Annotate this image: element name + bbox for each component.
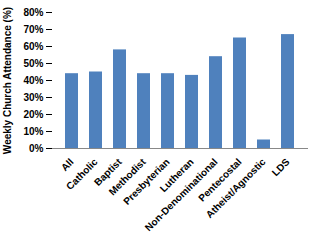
svg-text:Baptist: Baptist: [91, 156, 124, 188]
svg-text:70%: 70%: [23, 24, 43, 35]
svg-text:30%: 30%: [23, 92, 43, 103]
svg-text:80%: 80%: [23, 7, 43, 18]
svg-text:LDS: LDS: [270, 156, 292, 178]
svg-text:Weekly Church Attendance (%): Weekly Church Attendance (%): [2, 7, 13, 154]
svg-text:Presbyterian: Presbyterian: [121, 156, 172, 207]
svg-text:Lutheran: Lutheran: [157, 156, 196, 195]
svg-text:Methodist: Methodist: [106, 156, 148, 198]
svg-text:All: All: [59, 156, 76, 173]
svg-text:50%: 50%: [23, 58, 43, 69]
svg-text:Catholic: Catholic: [64, 156, 100, 192]
svg-text:Non-Denominational: Non-Denominational: [142, 156, 220, 234]
svg-text:10%: 10%: [23, 126, 43, 137]
svg-text:60%: 60%: [23, 41, 43, 52]
svg-text:Atheist/Agnostic: Atheist/Agnostic: [204, 156, 268, 220]
svg-text:20%: 20%: [23, 109, 43, 120]
svg-text:Pentecostal: Pentecostal: [196, 156, 244, 204]
svg-text:0%: 0%: [29, 143, 44, 154]
svg-text:40%: 40%: [23, 75, 43, 86]
